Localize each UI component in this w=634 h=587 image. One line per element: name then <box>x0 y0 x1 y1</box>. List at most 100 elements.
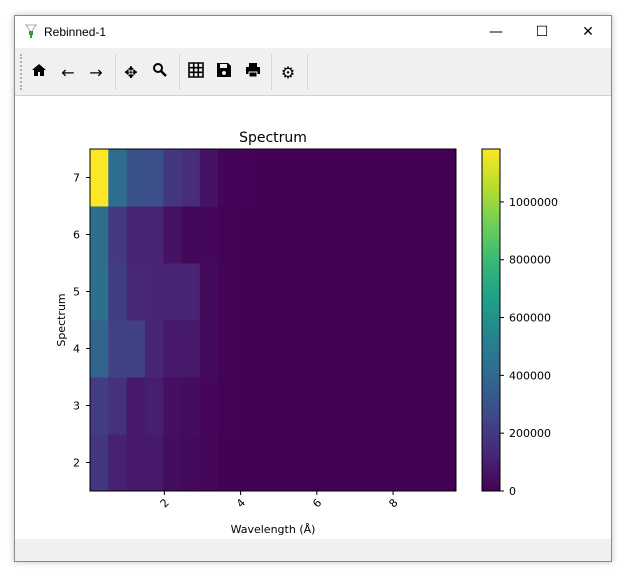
heatmap-cell <box>218 149 237 207</box>
heatmap-cell <box>163 320 182 378</box>
heatmap-cell <box>236 206 256 264</box>
heatmap-cell <box>163 263 182 321</box>
zoom-magnifier-icon[interactable] <box>149 62 171 84</box>
x-tick-label: 6 <box>310 496 324 510</box>
heatmap-cell <box>382 377 402 435</box>
separator <box>179 54 180 90</box>
window-title: Rebinned-1 <box>44 25 107 39</box>
heatmap-cell <box>327 206 347 264</box>
colorbar-tick-label: 600000 <box>509 312 551 325</box>
heatmap-cell <box>254 434 274 492</box>
heatmap-cell <box>181 149 201 207</box>
heatmap-cell <box>382 434 402 492</box>
heatmap-cell <box>346 206 365 264</box>
heatmap-cell <box>419 320 439 378</box>
heatmap-cell <box>346 320 365 378</box>
close-button[interactable]: ✕ <box>582 24 594 40</box>
heatmap-cell <box>163 206 182 264</box>
heatmap-cell <box>273 377 292 435</box>
heatmap-cell <box>437 377 457 435</box>
heatmap-cell <box>327 149 347 207</box>
axes-frame <box>89 148 457 492</box>
heatmap-cell <box>90 320 109 378</box>
heatmap-cell <box>126 320 146 378</box>
heatmap-cell <box>199 377 219 435</box>
home-icon[interactable] <box>28 62 50 84</box>
back-arrow-icon[interactable]: ← <box>61 63 75 82</box>
maximize-button[interactable]: ☐ <box>535 24 549 40</box>
heatmap-cell <box>144 377 164 435</box>
heatmap-cell <box>382 263 402 321</box>
heatmap-cell <box>199 434 219 492</box>
heatmap-cell <box>144 206 164 264</box>
heatmap-cell <box>382 149 402 207</box>
heatmap-cell <box>364 320 384 378</box>
heatmap-cell <box>273 263 292 321</box>
heatmap-cell <box>126 263 146 321</box>
toolbar-grip[interactable] <box>20 54 24 90</box>
x-tick-label: 8 <box>386 496 400 510</box>
forward-arrow-icon[interactable]: → <box>89 63 103 82</box>
title-bar: Rebinned-1 — ☐ ✕ <box>15 16 611 48</box>
heatmap-cell <box>273 206 292 264</box>
heatmap-cell <box>181 206 201 264</box>
colorbar-tick-label: 800000 <box>509 254 551 267</box>
heatmap-cell <box>273 434 292 492</box>
settings-gear-icon[interactable]: ⚙ <box>280 63 296 82</box>
heatmap-cell <box>327 263 347 321</box>
separator <box>307 54 308 90</box>
y-tick-label: 2 <box>73 457 80 470</box>
heatmap-cell <box>309 377 329 435</box>
heatmap-cell <box>291 320 311 378</box>
heatmap-cell <box>437 206 457 264</box>
pan-icon[interactable]: ✥ <box>124 63 138 82</box>
heatmap-cell <box>273 149 292 207</box>
heatmap-cell <box>218 320 237 378</box>
heatmap-cell <box>364 377 384 435</box>
x-tick-label: 4 <box>234 496 248 510</box>
y-tick-label: 3 <box>73 400 80 413</box>
heatmap-cell <box>181 320 201 378</box>
heatmap-cell <box>108 320 128 378</box>
heatmap-cell <box>291 206 311 264</box>
status-bar <box>15 539 611 561</box>
heatmap-cell <box>309 320 329 378</box>
heatmap-cell <box>90 377 109 435</box>
colorbar-tick-label: 1000000 <box>509 196 558 209</box>
print-icon[interactable] <box>242 62 264 84</box>
heatmap-cell <box>236 149 256 207</box>
heatmap-cell <box>90 263 109 321</box>
heatmap-cell <box>309 206 329 264</box>
colorbar-tick-label: 200000 <box>509 427 551 440</box>
heatmap-cell <box>236 320 256 378</box>
heatmap-cell <box>419 206 439 264</box>
heatmap-cell <box>327 377 347 435</box>
heatmap-cell <box>382 206 402 264</box>
y-axis-label: Spectrum <box>55 293 68 346</box>
heatmap-cell <box>327 434 347 492</box>
heatmap-cell <box>309 434 329 492</box>
heatmap-cell <box>364 434 384 492</box>
heatmap-cell <box>364 206 384 264</box>
heatmap-cell <box>126 377 146 435</box>
x-tick-label: 2 <box>158 496 172 510</box>
heatmap-cell <box>108 263 128 321</box>
heatmap-cell <box>181 434 201 492</box>
heatmap-cell <box>382 320 402 378</box>
heatmap-cell <box>144 320 164 378</box>
heatmap-cell <box>291 377 311 435</box>
heatmap-cell <box>364 149 384 207</box>
heatmap-cell <box>401 320 420 378</box>
heatmap-cell <box>90 149 109 207</box>
minimize-button[interactable]: — <box>489 24 503 40</box>
app-icon <box>25 24 37 38</box>
heatmap-cell <box>108 149 128 207</box>
heatmap-cell <box>346 263 365 321</box>
heatmap-cell <box>291 263 311 321</box>
save-icon[interactable] <box>213 62 235 84</box>
grid-icon[interactable] <box>185 62 207 84</box>
heatmap-cell <box>199 320 219 378</box>
heatmap-cell <box>199 206 219 264</box>
heatmap-cell <box>144 434 164 492</box>
